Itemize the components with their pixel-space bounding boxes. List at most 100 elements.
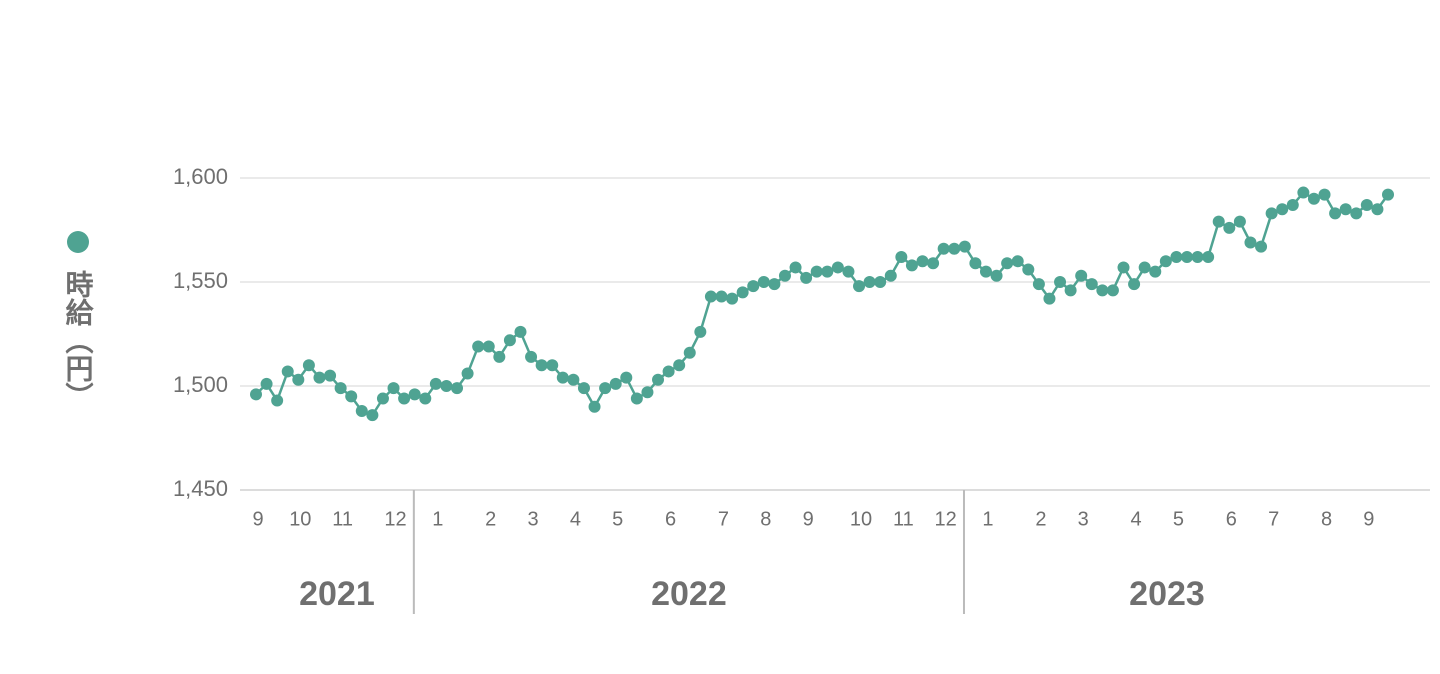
legend-label: 時給（円） [63, 270, 94, 410]
data-point [927, 257, 940, 270]
data-point [1117, 261, 1130, 274]
x-tick-label: 2 [1035, 508, 1046, 530]
x-tick-label: 7 [1268, 508, 1279, 530]
data-point [355, 404, 368, 417]
data-point [292, 373, 305, 386]
data-point [937, 242, 950, 255]
y-tick-label: 1,600 [173, 164, 228, 189]
data-point [1382, 188, 1394, 201]
data-point [1276, 203, 1289, 216]
legend-marker [67, 231, 89, 253]
data-point [1244, 236, 1257, 249]
data-point [1255, 240, 1268, 253]
data-point [387, 382, 400, 395]
data-point [948, 242, 961, 255]
data-point [503, 334, 516, 347]
data-point [726, 292, 739, 305]
data-point [704, 290, 717, 303]
data-point [673, 359, 686, 372]
data-point [588, 400, 601, 413]
data-point [1371, 203, 1384, 216]
data-point [863, 276, 876, 288]
data-point [324, 369, 337, 382]
data-point [1297, 186, 1310, 199]
data-point [874, 276, 887, 288]
data-point [694, 325, 707, 338]
data-point [652, 373, 665, 386]
x-tick-label: 6 [1226, 508, 1237, 530]
data-point [1096, 284, 1109, 297]
x-tick-label: 9 [803, 508, 814, 530]
data-point [1022, 263, 1035, 276]
x-tick-label: 3 [528, 508, 539, 530]
data-point [1329, 207, 1342, 220]
data-point [662, 365, 675, 378]
data-point [789, 261, 802, 274]
x-tick-label: 8 [760, 508, 771, 530]
data-point [567, 373, 580, 386]
data-point [1350, 207, 1363, 220]
data-point [1180, 251, 1193, 264]
data-point [810, 265, 823, 278]
data-point [1054, 276, 1067, 288]
data-point [800, 271, 813, 284]
data-point [884, 269, 897, 282]
data-point [1032, 278, 1045, 291]
data-point [842, 265, 855, 278]
data-point [556, 371, 569, 384]
data-point [736, 286, 749, 299]
data-point [302, 359, 315, 372]
x-tick-label: 12 [384, 508, 406, 530]
data-point [757, 276, 770, 288]
x-tick-label: 8 [1321, 508, 1332, 530]
year-label: 2022 [651, 575, 727, 613]
data-point [535, 359, 548, 372]
data-point [620, 371, 633, 384]
data-point [1128, 278, 1141, 291]
data-point [1001, 257, 1014, 270]
data-point [334, 382, 347, 395]
data-point [831, 261, 844, 274]
data-point [969, 257, 982, 270]
data-point [778, 269, 791, 282]
data-point [1339, 203, 1352, 216]
x-tick-label: 10 [850, 508, 872, 530]
data-point [1307, 192, 1320, 205]
data-point [1159, 255, 1172, 268]
y-tick-label: 1,550 [173, 268, 228, 293]
data-point [1286, 199, 1299, 212]
x-tick-label: 2 [485, 508, 496, 530]
data-point [1360, 199, 1373, 212]
x-tick-label: 10 [289, 508, 311, 530]
data-point [768, 278, 781, 291]
data-point [1223, 221, 1236, 234]
data-point [905, 259, 918, 272]
data-point [313, 371, 326, 384]
x-tick-label: 12 [935, 508, 957, 530]
data-point [1043, 292, 1056, 305]
year-label: 2023 [1129, 575, 1205, 613]
x-tick-label: 11 [893, 508, 914, 530]
x-tick-label: 1 [432, 508, 443, 530]
data-point [1233, 215, 1246, 228]
x-tick-label: 5 [612, 508, 623, 530]
data-point [895, 251, 908, 264]
data-point [366, 409, 379, 422]
data-point [482, 340, 495, 353]
data-point [1011, 255, 1024, 268]
data-point [641, 386, 654, 399]
x-tick-label: 7 [718, 508, 729, 530]
x-tick-label: 4 [570, 508, 581, 530]
data-point [408, 388, 421, 401]
x-tick-label: 11 [332, 508, 353, 530]
data-point [1265, 207, 1278, 220]
year-label: 2021 [299, 575, 375, 613]
data-point [1085, 278, 1098, 291]
data-point [979, 265, 992, 278]
data-point [472, 340, 485, 353]
data-point [990, 269, 1003, 282]
data-point [1318, 188, 1331, 201]
data-point [1212, 215, 1225, 228]
data-point [281, 365, 294, 378]
